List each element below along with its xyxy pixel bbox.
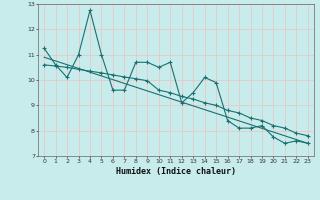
- X-axis label: Humidex (Indice chaleur): Humidex (Indice chaleur): [116, 167, 236, 176]
